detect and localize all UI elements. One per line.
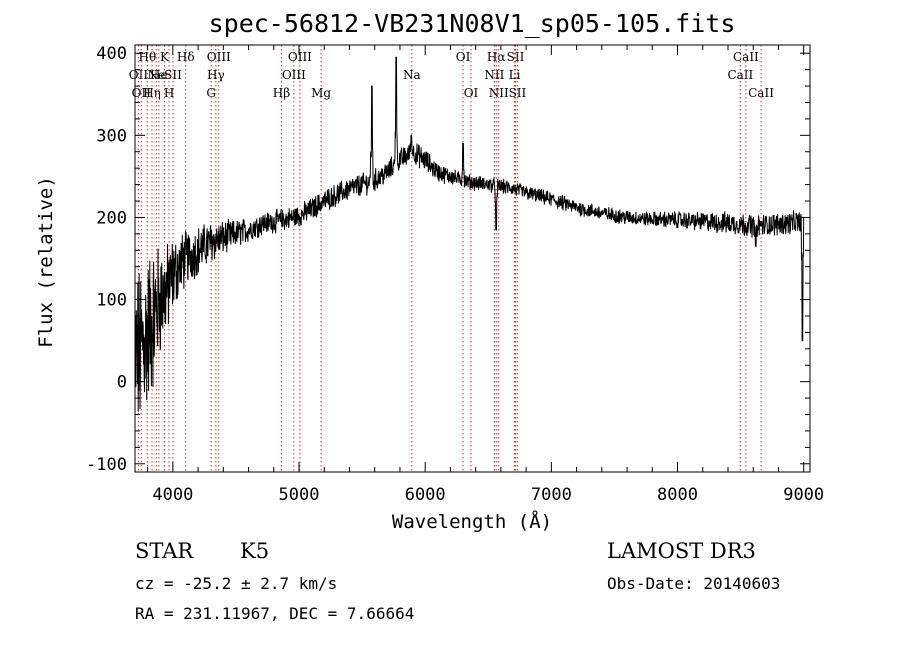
- marker-label-22: NII: [489, 86, 509, 100]
- x-tick-label-1: 5000: [279, 485, 320, 505]
- marker-label-16: Mg: [311, 86, 331, 100]
- marker-label-6: K: [160, 50, 170, 64]
- x-axis-label: Wavelength (Å): [392, 510, 552, 533]
- marker-label-27: CaII: [733, 50, 759, 64]
- marker-label-26: CaII: [727, 68, 753, 82]
- marker-label-7: H: [164, 86, 174, 100]
- plot-frame: [134, 44, 811, 473]
- marker-label-0: OII: [129, 68, 149, 82]
- y-tick-label-2: 100: [96, 291, 127, 311]
- x-tick-label-4: 8000: [657, 485, 698, 505]
- chart-title: spec-56812-VB231N08V1_sp05-105.fits: [209, 9, 736, 38]
- flux-series: [134, 56, 805, 412]
- marker-label-2: Hθ: [139, 50, 157, 64]
- marker-label-23: Li: [509, 68, 521, 82]
- axis-ticks: 4000 5000 6000 7000 8000 9000 -100 0 100 200 300 40…: [86, 44, 824, 505]
- marker-label-24: SII: [507, 50, 525, 64]
- marker-label-5: He: [150, 68, 168, 82]
- coordinates: RA = 231.11967, DEC = 7.66664: [135, 604, 415, 623]
- marker-label-28: CaII: [748, 86, 774, 100]
- y-tick-label-5: 400: [96, 44, 127, 64]
- marker-label-21: Hα: [487, 50, 506, 64]
- marker-label-10: G: [206, 86, 216, 100]
- marker-label-15: OIII: [288, 50, 312, 64]
- marker-label-11: Hγ: [207, 68, 225, 82]
- x-tick-label-5: 9000: [783, 485, 824, 505]
- y-tick-label-4: 300: [96, 126, 127, 146]
- redshift-value: cz = -25.2 ± 2.7 km/s: [135, 574, 338, 593]
- marker-label-20: NII: [484, 68, 504, 82]
- marker-label-9: Hδ: [177, 50, 195, 64]
- marker-label-12: OIII: [207, 50, 231, 64]
- marker-label-19: OI: [464, 86, 479, 100]
- marker-label-18: OI: [456, 50, 471, 64]
- marker-label-3: Hη: [143, 86, 161, 100]
- y-tick-label-1: 0: [117, 373, 127, 393]
- object-class: STAR: [135, 539, 194, 563]
- marker-label-4: Ne: [148, 68, 166, 82]
- marker-label-1: OII: [132, 86, 152, 100]
- marker-label-25: SII: [509, 86, 527, 100]
- x-tick-label-2: 6000: [405, 485, 446, 505]
- x-tick-label-3: 7000: [531, 485, 572, 505]
- survey-name: LAMOST DR3: [607, 539, 756, 563]
- x-tick-label-0: 4000: [152, 485, 193, 505]
- object-subclass: K5: [240, 539, 270, 563]
- marker-label-8: SII: [164, 68, 182, 82]
- flux-line: [134, 56, 805, 412]
- y-tick-label-0: -100: [86, 455, 127, 475]
- y-tick-label-3: 200: [96, 208, 127, 228]
- marker-label-17: Na: [403, 68, 421, 82]
- obs-date: Obs-Date: 20140603: [607, 574, 781, 593]
- marker-label-13: Hβ: [273, 86, 290, 100]
- marker-label-14: OIII: [282, 68, 306, 82]
- y-axis-label: Flux (relative): [35, 176, 57, 348]
